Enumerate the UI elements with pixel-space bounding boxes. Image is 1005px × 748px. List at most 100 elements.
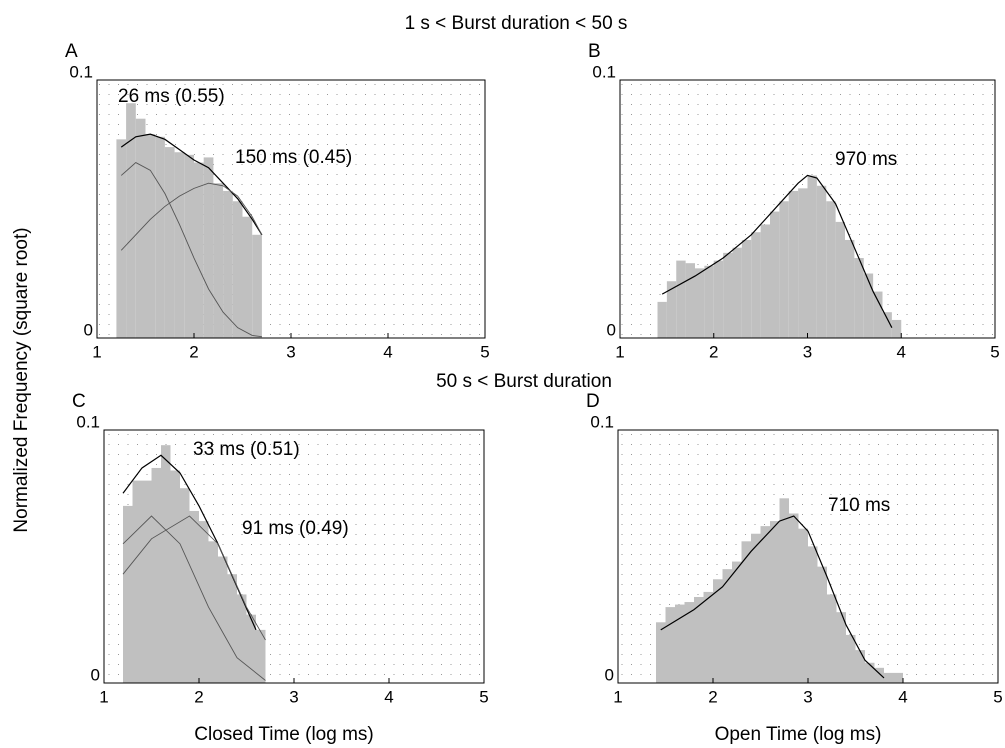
y-tick-label: 0 — [605, 665, 614, 684]
x-tick-label: 2 — [189, 342, 198, 361]
hist-bar — [135, 118, 146, 338]
hist-bar — [865, 662, 875, 683]
hist-bar — [218, 556, 228, 683]
hist-bar — [882, 312, 892, 338]
hist-bar — [665, 607, 675, 683]
hist-bar — [827, 594, 837, 683]
panel-label: B — [588, 41, 601, 62]
y-tick-label: 0.1 — [76, 412, 100, 431]
hist-bar — [174, 152, 185, 338]
hist-bar — [223, 190, 233, 338]
x-tick-label: 5 — [990, 342, 999, 361]
hist-bar — [788, 190, 799, 338]
hist-bar — [779, 498, 789, 683]
hist-bar — [760, 224, 770, 338]
hist-bar — [873, 291, 883, 338]
hist-bar — [855, 650, 865, 683]
title-bottom: 50 s < Burst duration — [436, 371, 612, 392]
hist-bar — [770, 521, 780, 683]
fit-curve — [120, 162, 262, 338]
y-tick-label: 0.1 — [69, 62, 93, 81]
hist-bar — [760, 526, 770, 683]
x-tick-label: 3 — [803, 687, 812, 706]
y-tick-label: 0 — [84, 320, 93, 339]
hist-bar — [798, 528, 808, 683]
hist-bar — [751, 232, 761, 338]
hist-bar — [685, 263, 695, 338]
hist-bar — [741, 541, 751, 683]
hist-bar — [723, 252, 733, 338]
hist-bar — [170, 470, 180, 683]
hist-bar — [213, 183, 224, 338]
x-tick-label: 1 — [615, 342, 624, 361]
hist-bar — [845, 239, 855, 338]
hist-bar — [846, 634, 856, 683]
hist-bar — [232, 201, 243, 338]
annotation: 150 ms (0.45) — [235, 147, 352, 168]
hist-bar — [835, 221, 845, 338]
hist-bar — [893, 672, 903, 683]
fit-curve — [120, 182, 263, 251]
x-axis-label: Open Time (log ms) — [715, 724, 882, 745]
hist-bar — [657, 301, 667, 338]
x-tick-label: 3 — [286, 342, 295, 361]
x-axis-label: Closed Time (log ms) — [194, 724, 374, 745]
fit-curve — [122, 515, 266, 681]
x-tick-label: 3 — [289, 687, 298, 706]
x-tick-label: 1 — [92, 342, 101, 361]
hist-bar — [656, 622, 666, 683]
hist-bar — [208, 541, 218, 683]
hist-bar — [713, 579, 723, 683]
hist-bar — [161, 445, 171, 683]
hist-bar — [874, 667, 884, 683]
panel-label: C — [72, 391, 86, 412]
hist-bar — [132, 480, 142, 683]
hist-bar — [227, 574, 237, 683]
fit-curve — [660, 515, 885, 679]
hist-bar — [126, 103, 136, 338]
hist-bar — [789, 513, 799, 683]
annotation: 91 ms (0.49) — [242, 518, 349, 539]
x-tick-label: 2 — [708, 687, 717, 706]
hist-bar — [145, 134, 156, 338]
x-tick-label: 5 — [479, 687, 488, 706]
fit-curve — [661, 174, 893, 328]
hist-bar — [826, 201, 836, 338]
fit-curve — [120, 133, 263, 236]
hist-bar — [252, 234, 262, 338]
annotation: 970 ms — [835, 149, 897, 170]
hist-bar — [891, 319, 902, 338]
hist-bar — [732, 247, 742, 338]
hist-bar — [713, 260, 724, 338]
x-tick-label: 2 — [709, 342, 718, 361]
hist-bar — [194, 162, 204, 338]
y-axis-label: Normalized Frequency (square root) — [11, 227, 32, 532]
x-tick-label: 3 — [803, 342, 812, 361]
hist-bar — [151, 467, 161, 683]
hist-bar — [722, 569, 732, 683]
y-tick-label: 0.1 — [592, 62, 616, 81]
hist-bar — [116, 139, 127, 338]
hist-bar — [155, 136, 165, 338]
hist-bar — [256, 629, 266, 683]
x-tick-label: 1 — [99, 687, 108, 706]
panel-label: A — [65, 41, 78, 62]
hist-bar — [884, 672, 894, 683]
y-tick-label: 0.1 — [590, 412, 614, 431]
hist-bar — [246, 614, 256, 683]
hist-bar — [836, 612, 846, 683]
hist-bar — [695, 268, 705, 338]
title-top: 1 s < Burst duration < 50 s — [405, 13, 628, 34]
hist-bar — [816, 185, 827, 338]
hist-bar — [807, 175, 817, 338]
x-tick-label: 4 — [897, 342, 906, 361]
hist-bar — [189, 510, 199, 683]
fit-curve — [122, 515, 266, 641]
x-tick-label: 4 — [383, 342, 392, 361]
hist-bar — [770, 211, 780, 338]
hist-bar — [684, 602, 694, 683]
hist-bar — [732, 561, 742, 683]
hist-bar — [741, 239, 752, 338]
x-tick-label: 1 — [613, 687, 622, 706]
